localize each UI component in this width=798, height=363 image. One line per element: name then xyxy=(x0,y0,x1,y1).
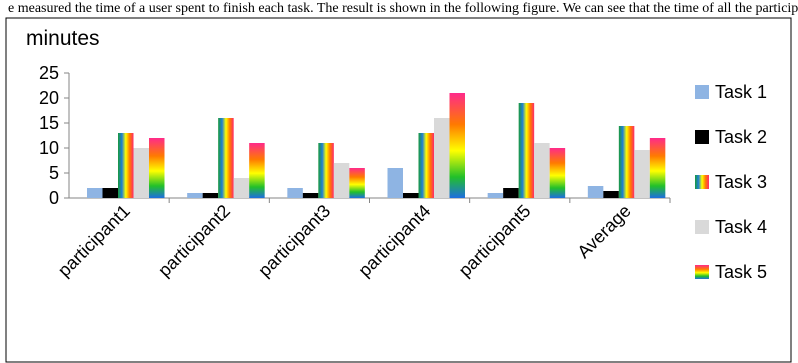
y-tick-label: 10 xyxy=(39,138,59,158)
bar-task-4-participant1 xyxy=(133,148,149,198)
bar-task-1-participant5 xyxy=(487,193,504,198)
bar-task-1-participant2 xyxy=(187,193,203,198)
bar-task-3-participant4 xyxy=(418,133,434,198)
bar-task-2-participant1 xyxy=(102,188,118,198)
bar-task-4-participant5 xyxy=(534,143,550,198)
bar-task-5-participant2 xyxy=(249,143,265,198)
bar-task-1-participant3 xyxy=(287,188,303,198)
legend-label-task-5: Task 5 xyxy=(715,262,767,282)
bar-task-3-average xyxy=(618,126,635,198)
legend-swatch-task-1 xyxy=(695,85,709,99)
bar-task-5-average xyxy=(649,138,666,198)
legend-swatch-task-2 xyxy=(695,130,709,144)
y-axis-label: minutes xyxy=(26,27,100,50)
bar-task-2-average xyxy=(603,191,619,198)
y-tick-label: 20 xyxy=(39,88,59,108)
legend-swatch-task-3 xyxy=(695,175,709,189)
legend-swatch-task-5 xyxy=(695,265,709,279)
y-tick-label: 25 xyxy=(39,63,59,83)
y-tick-label: 0 xyxy=(49,188,59,208)
legend-label-task-4: Task 4 xyxy=(715,217,767,237)
legend: Task 1 Task 2 Task 3 Task 4 Task 5 xyxy=(695,82,767,282)
bar-task-4-average xyxy=(634,150,650,198)
bar-task-2-participant2 xyxy=(202,193,219,198)
legend-label-task-3: Task 3 xyxy=(715,172,767,192)
bar-task-2-participant5 xyxy=(503,188,519,198)
bar-task-2-participant3 xyxy=(302,193,319,198)
y-tick-label: 5 xyxy=(49,163,59,183)
bar-task-5-participant1 xyxy=(149,138,165,198)
bar-task-2-participant4 xyxy=(403,193,419,198)
bar-task-5-participant5 xyxy=(549,148,566,198)
bar-task-4-participant4 xyxy=(434,118,450,198)
bar-task-5-participant3 xyxy=(349,168,365,198)
y-tick-label: 15 xyxy=(39,113,59,133)
page-top-text: e measured the time of a user spent to f… xyxy=(8,1,798,16)
legend-label-task-2: Task 2 xyxy=(715,127,767,147)
bar-task-4-participant2 xyxy=(233,178,250,198)
legend-swatch-task-4 xyxy=(695,220,709,234)
bar-task-4-participant3 xyxy=(333,163,350,198)
bar-task-1-participant1 xyxy=(87,188,103,198)
bar-task-1-participant4 xyxy=(387,168,403,198)
bar-task-3-participant1 xyxy=(118,133,134,198)
bar-task-5-participant4 xyxy=(449,93,465,198)
bar-task-3-participant2 xyxy=(218,118,234,198)
legend-label-task-1: Task 1 xyxy=(715,82,767,102)
bar-task-3-participant5 xyxy=(518,103,535,198)
bar-task-3-participant3 xyxy=(318,143,334,198)
bar-task-1-average xyxy=(587,186,604,198)
